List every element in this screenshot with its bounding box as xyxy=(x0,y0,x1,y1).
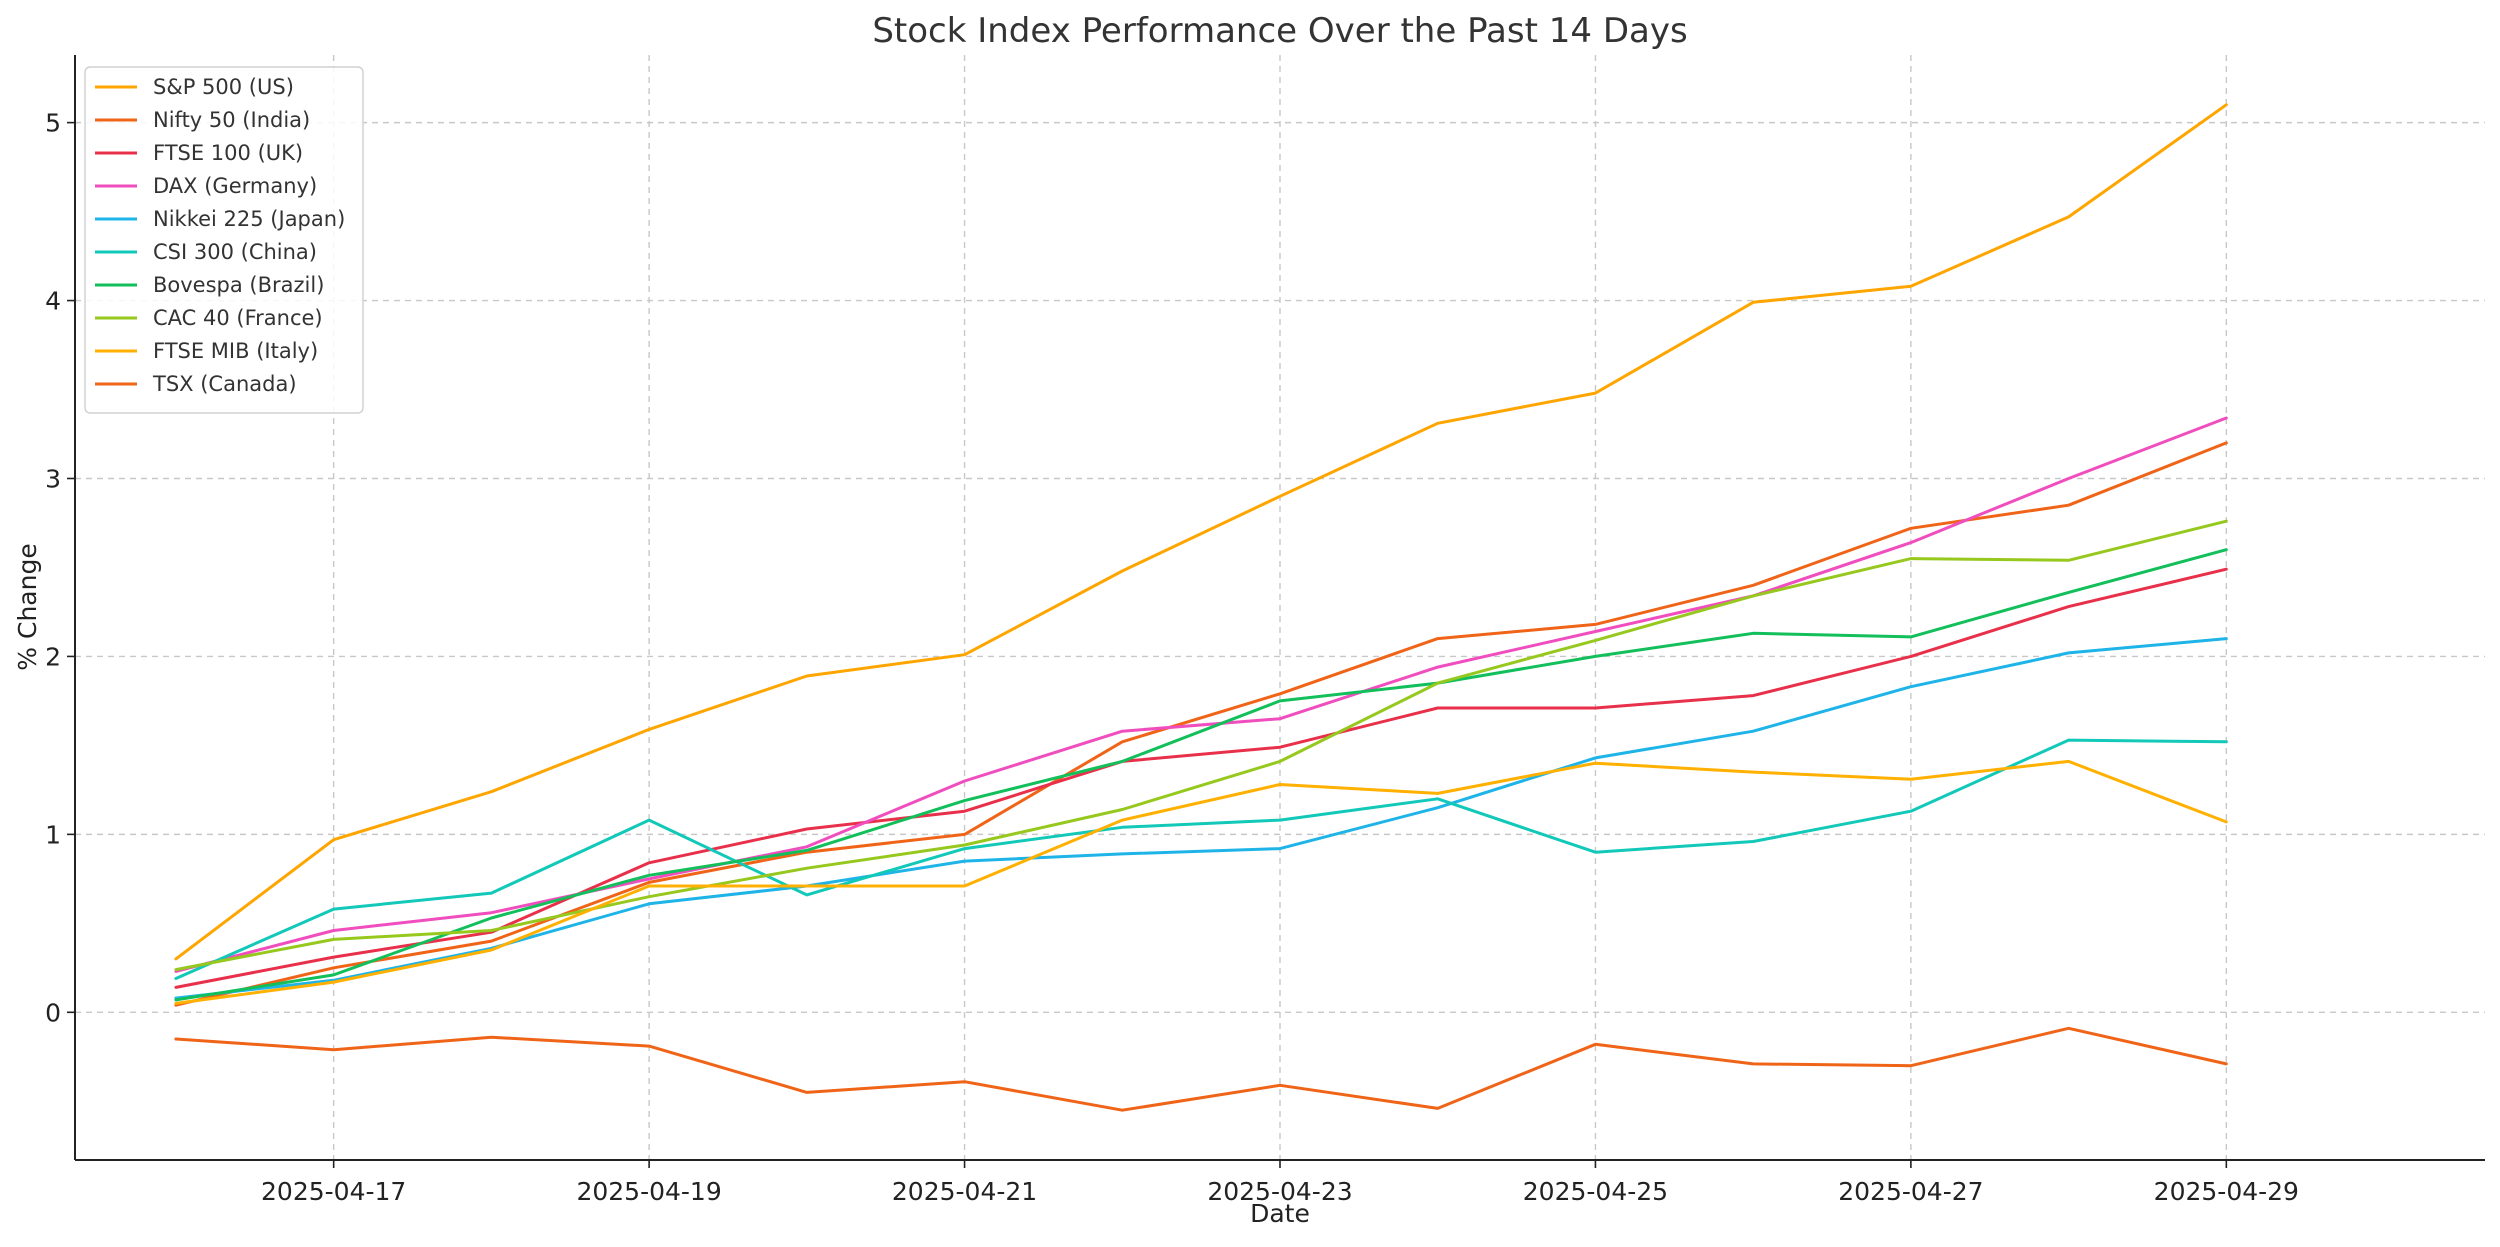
grid xyxy=(75,55,2485,1160)
series-line xyxy=(174,548,2228,1002)
series-line xyxy=(174,759,2228,1005)
series-line xyxy=(174,103,2228,961)
legend-box xyxy=(84,66,364,414)
legend-label: FTSE 100 (UK) xyxy=(153,141,303,165)
series-line xyxy=(174,519,2228,972)
y-tick-label: 5 xyxy=(45,109,61,138)
series-line xyxy=(174,416,2228,973)
series-line xyxy=(174,567,2228,989)
x-axis-label: Date xyxy=(1250,1199,1310,1228)
series-line xyxy=(174,441,2228,1007)
legend-label: Bovespa (Brazil) xyxy=(153,273,324,297)
legend-label: Nikkei 225 (Japan) xyxy=(153,207,345,231)
y-tick-label: 4 xyxy=(45,287,61,316)
x-tick-label: 2025-04-29 xyxy=(2154,1177,2299,1206)
chart-title: Stock Index Performance Over the Past 14… xyxy=(872,11,1687,51)
series-line xyxy=(174,738,2228,980)
x-tick-label: 2025-04-27 xyxy=(1838,1177,1983,1206)
legend-label: S&P 500 (US) xyxy=(153,75,294,99)
legend-label: CSI 300 (China) xyxy=(153,240,317,264)
legend-label: FTSE MIB (Italy) xyxy=(153,339,318,363)
legend-label: DAX (Germany) xyxy=(153,174,317,198)
x-tick-label: 2025-04-19 xyxy=(576,1177,721,1206)
x-tick-label: 2025-04-17 xyxy=(261,1177,406,1206)
legend-label: Nifty 50 (India) xyxy=(153,108,310,132)
y-tick-label: 2 xyxy=(45,642,61,671)
legend: S&P 500 (US) Nifty 50 (India) FTSE 100 (UK… xyxy=(84,66,364,414)
x-tick-label: 2025-04-23 xyxy=(1207,1177,1352,1206)
legend-label: CAC 40 (France) xyxy=(153,306,323,330)
tick-labels: 2025-04-17 2025-04-19 2025-04-21 2025-04-23… xyxy=(45,109,2299,1206)
legend-label: TSX (Canada) xyxy=(152,372,297,396)
x-tick-label: 2025-04-25 xyxy=(1523,1177,1668,1206)
y-tick-label: 1 xyxy=(45,820,61,849)
series-lines xyxy=(174,103,2228,1112)
y-tick-label: 3 xyxy=(45,464,61,493)
y-axis-label: % Change xyxy=(13,543,42,670)
y-tick-label: 0 xyxy=(45,998,61,1027)
axes xyxy=(67,55,2485,1168)
x-tick-label: 2025-04-21 xyxy=(892,1177,1037,1206)
series-line xyxy=(174,1026,2228,1112)
